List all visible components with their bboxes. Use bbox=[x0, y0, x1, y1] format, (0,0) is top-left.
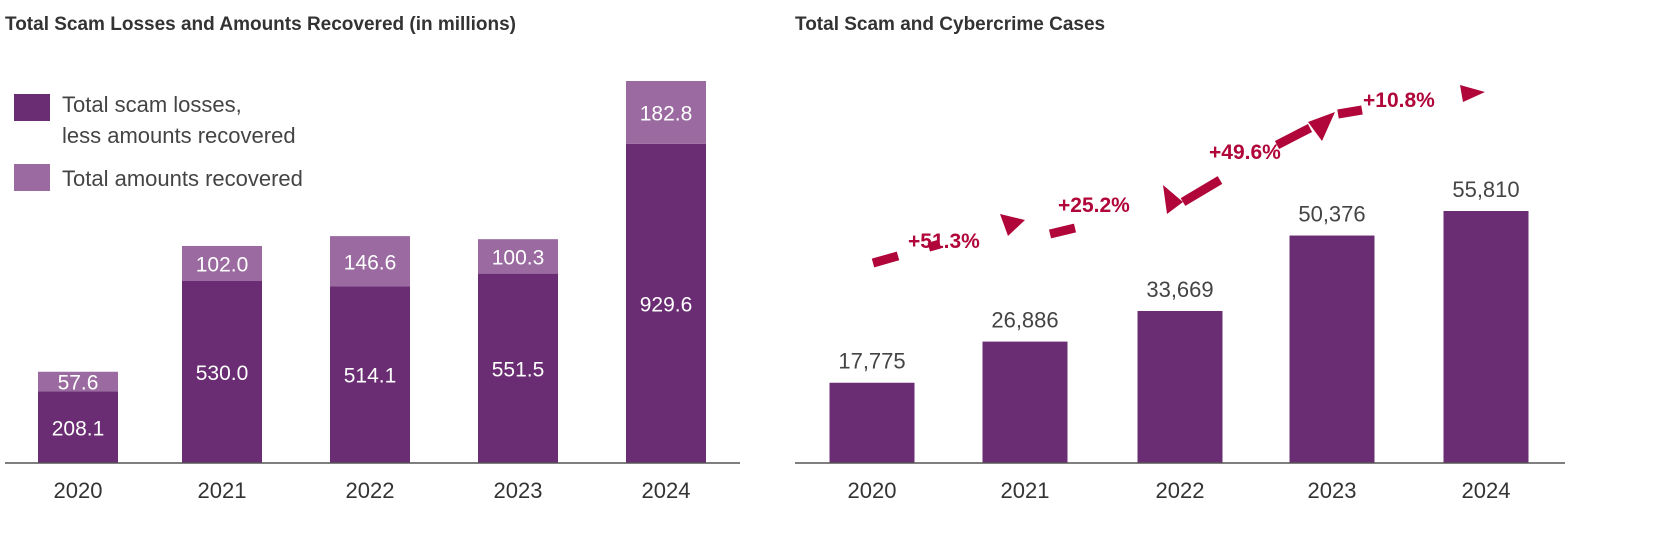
trend-line-segment bbox=[1048, 223, 1077, 239]
arrow-head-icon bbox=[1000, 214, 1025, 236]
bar-recovered-2022 bbox=[330, 236, 410, 287]
label-losses-2021: 530.0 bbox=[196, 362, 249, 385]
trend-line-segment bbox=[871, 239, 942, 268]
label-losses-2020: 208.1 bbox=[52, 417, 105, 440]
growth-label-2024: +10.8% bbox=[1363, 89, 1435, 112]
x-tick-2022: 2022 bbox=[346, 478, 395, 503]
bar-recovered-2024 bbox=[626, 81, 706, 144]
growth-label-2021: +51.3% bbox=[908, 230, 980, 253]
left-chart-title: Total Scam Losses and Amounts Recovered … bbox=[5, 14, 516, 35]
bar-losses-2023 bbox=[478, 273, 558, 463]
label-recovered-2021: 102.0 bbox=[196, 253, 249, 276]
arrow-head-icon bbox=[1163, 185, 1183, 214]
label-losses-2024: 929.6 bbox=[640, 293, 693, 316]
arrow-head-icon bbox=[1460, 85, 1485, 102]
x-tick-2020: 2020 bbox=[54, 478, 103, 503]
bar-recovered-2023 bbox=[478, 239, 558, 274]
bar-cases-2021 bbox=[982, 341, 1068, 463]
label-cases-2020: 17,775 bbox=[838, 349, 905, 374]
legend-label-losses-line1: Total scam losses, bbox=[62, 92, 242, 117]
trend-line-segment bbox=[1337, 105, 1363, 119]
label-recovered-2020: 57.6 bbox=[58, 372, 99, 395]
x-tick-2023: 2023 bbox=[494, 478, 543, 503]
label-recovered-2023: 100.3 bbox=[492, 246, 545, 269]
label-losses-2022: 514.1 bbox=[344, 365, 397, 388]
bar-losses-2024 bbox=[626, 143, 706, 464]
bar-recovered-2021 bbox=[182, 245, 262, 281]
bar-losses-2022 bbox=[330, 286, 410, 463]
right-chart-title: Total Scam and Cybercrime Cases bbox=[795, 14, 1105, 35]
legend-swatch-recovered bbox=[14, 164, 50, 191]
label-cases-2024: 55,810 bbox=[1452, 177, 1519, 202]
growth-label-2023: +49.6% bbox=[1209, 141, 1281, 164]
x-tick-2024: 2024 bbox=[1462, 478, 1511, 503]
growth-label-2022: +25.2% bbox=[1058, 194, 1130, 217]
bar-losses-2020 bbox=[38, 391, 118, 463]
legend-swatch-losses bbox=[14, 94, 50, 121]
x-tick-2023: 2023 bbox=[1308, 478, 1357, 503]
growth-trend-arrow bbox=[871, 85, 1485, 268]
label-cases-2023: 50,376 bbox=[1298, 202, 1365, 227]
label-losses-2023: 551.5 bbox=[492, 358, 545, 381]
bar-cases-2022 bbox=[1137, 310, 1223, 463]
bar-cases-2024 bbox=[1443, 211, 1529, 463]
left-legend: Total scam losses, less amounts recovere… bbox=[14, 92, 303, 191]
trend-line-segment bbox=[1274, 123, 1313, 150]
label-cases-2022: 33,669 bbox=[1146, 277, 1213, 302]
x-tick-2021: 2021 bbox=[1001, 478, 1050, 503]
x-tick-2020: 2020 bbox=[848, 478, 897, 503]
x-tick-2022: 2022 bbox=[1156, 478, 1205, 503]
arrow-head-icon bbox=[1308, 112, 1335, 141]
x-tick-2021: 2021 bbox=[198, 478, 247, 503]
bar-recovered-2020 bbox=[38, 371, 118, 392]
legend-label-losses-line2: less amounts recovered bbox=[62, 123, 296, 148]
label-recovered-2024: 182.8 bbox=[640, 102, 693, 125]
x-tick-2024: 2024 bbox=[642, 478, 691, 503]
legend-label-recovered: Total amounts recovered bbox=[62, 166, 303, 191]
bar-losses-2021 bbox=[182, 280, 262, 463]
trend-line-segment bbox=[1180, 176, 1223, 206]
bar-cases-2023 bbox=[1289, 235, 1375, 463]
bar-cases-2020 bbox=[829, 382, 915, 463]
label-recovered-2022: 146.6 bbox=[344, 251, 397, 274]
label-cases-2021: 26,886 bbox=[991, 308, 1058, 333]
